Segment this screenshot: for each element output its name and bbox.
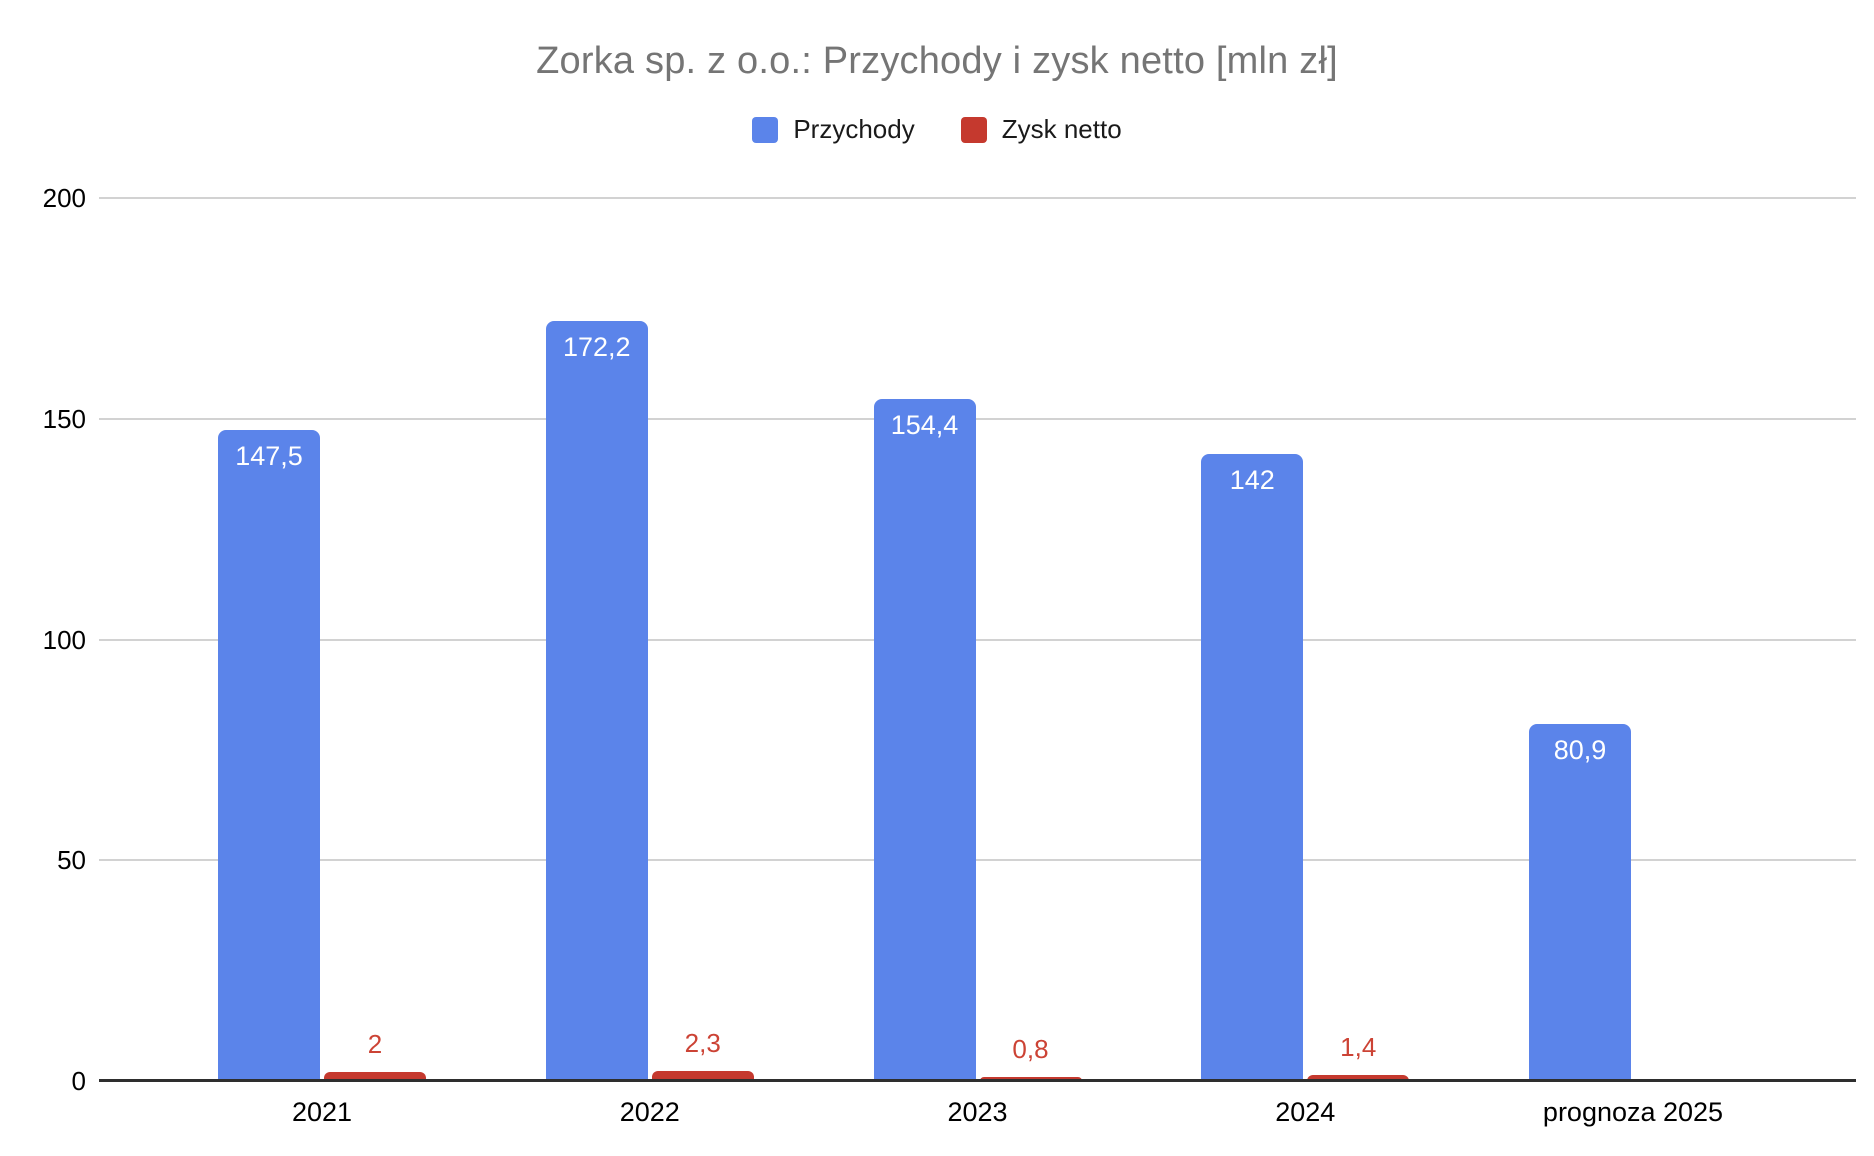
x-axis-label-2021: 2021 <box>291 1097 353 1127</box>
x-axis-label-prognoza-2025: prognoza 2025 <box>1542 1097 1724 1127</box>
legend-label-zysk-netto: Zysk netto <box>1001 114 1122 144</box>
bar-przychody-2021[interactable]: 147,5 <box>218 429 320 1081</box>
bar-przychody-2022[interactable]: 172,2 <box>545 320 648 1081</box>
y-axis-tick-0: 0 <box>71 1066 86 1096</box>
bar-value-label-przychody-2023: 154,4 <box>890 410 959 441</box>
bar-value-label-zysk-netto-2023: 0,8 <box>1012 1034 1049 1065</box>
bar-value-label-przychody-2024: 142 <box>1229 465 1275 496</box>
y-axis-tick-50: 50 <box>57 845 86 876</box>
legend-swatch-zysk-netto-icon <box>960 116 987 143</box>
bar-value-label-przychody-2021: 147,5 <box>235 440 303 471</box>
bar-przychody-prognoza-2025[interactable]: 80,9 <box>1529 723 1631 1081</box>
bar-zysk-netto-2024[interactable] <box>1307 1074 1410 1081</box>
bar-przychody-2024[interactable]: 142 <box>1201 454 1304 1081</box>
chart-title: Zorka sp. z o.o.: Przychody i zysk netto… <box>536 40 1338 82</box>
plot-area: 147,5 2 172,2 2,3 154,4 0,8 142 1,4 80,9 <box>99 197 1856 1082</box>
bar-value-label-zysk-netto-2024: 1,4 <box>1340 1031 1377 1062</box>
x-axis-label-2022: 2022 <box>619 1097 680 1127</box>
x-axis-label-2023: 2023 <box>947 1097 1008 1127</box>
bar-zysk-netto-2021[interactable] <box>324 1072 426 1081</box>
y-axis-tick-150: 150 <box>42 403 86 434</box>
bar-value-label-przychody-2022: 172,2 <box>562 331 631 362</box>
bar-value-label-zysk-netto-2022: 2,3 <box>684 1027 721 1058</box>
gridline-200 <box>99 197 1856 199</box>
bar-zysk-netto-2022[interactable] <box>651 1070 754 1081</box>
legend: Przychody Zysk netto <box>0 114 1874 145</box>
legend-label-przychody: Przychody <box>793 114 915 144</box>
legend-item-przychody: Przychody <box>752 114 915 145</box>
bar-value-label-zysk-netto-2021: 2 <box>367 1029 383 1060</box>
gridline-150 <box>99 417 1856 420</box>
y-axis-tick-100: 100 <box>42 624 86 655</box>
x-axis-line <box>99 1079 1856 1082</box>
x-axis-label-2024: 2024 <box>1275 1097 1336 1127</box>
legend-swatch-przychody-icon <box>752 116 779 143</box>
gridline-100 <box>99 638 1856 641</box>
y-axis-tick-200: 200 <box>42 183 86 213</box>
gridline-50 <box>99 859 1856 862</box>
bar-value-label-przychody-prognoza-2025: 80,9 <box>1553 734 1607 765</box>
bar-przychody-2023[interactable]: 154,4 <box>873 399 976 1081</box>
legend-item-zysk-netto: Zysk netto <box>960 114 1122 145</box>
